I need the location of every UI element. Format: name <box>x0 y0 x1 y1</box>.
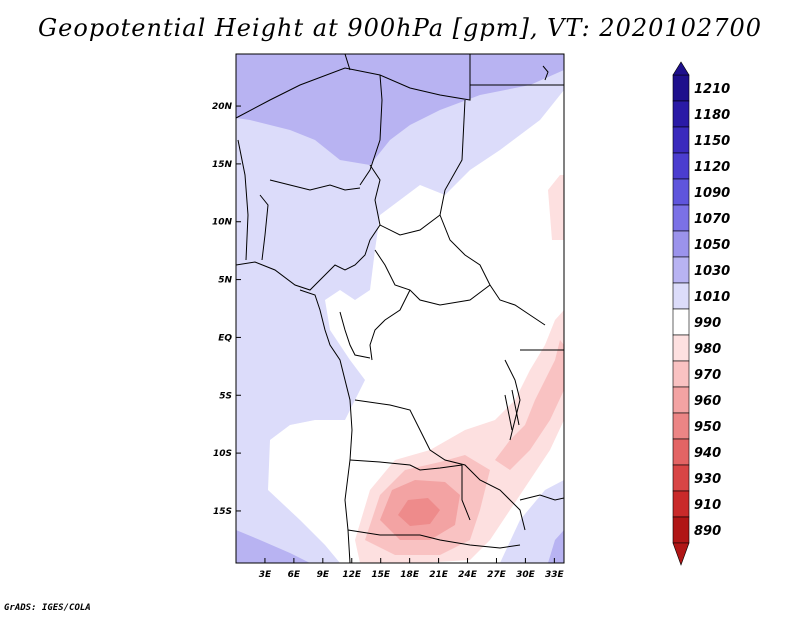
map-frame <box>235 53 565 564</box>
lat-tick-label: 15S <box>213 507 232 517</box>
lon-tick-label: 6E <box>288 570 301 580</box>
colorbar-swatch <box>672 464 690 492</box>
band-1010-1030 <box>236 54 564 563</box>
colorbar-label: 1180 <box>694 108 730 123</box>
colorbar-swatch <box>672 334 690 362</box>
colorbar-swatch <box>672 360 690 388</box>
grads-credit: GrADS: IGES/COLA <box>4 603 91 613</box>
colorbar-label: 990 <box>694 316 721 331</box>
colorbar-label: 940 <box>694 446 721 461</box>
lon-tick-label: 3E <box>259 570 272 580</box>
colorbar-label: 950 <box>694 420 721 435</box>
lat-tick-label: 10N <box>212 218 233 228</box>
colorbar-label: 1090 <box>694 186 730 201</box>
colorbar-swatch <box>672 412 690 440</box>
lon-tick-label: 24E <box>458 570 478 580</box>
lon-tick-label: 33E <box>545 570 565 580</box>
band-1010-1030-se <box>500 480 564 563</box>
lat-tick-label: 10S <box>213 449 232 459</box>
colorbar-swatch <box>672 126 690 154</box>
band-970-980-east <box>495 340 564 470</box>
colorbar-label: 1010 <box>694 290 730 305</box>
colorbar-label: 1210 <box>694 82 730 97</box>
colorbar-swatch <box>672 230 690 258</box>
colorbar: 1210 1180 1150 1120 1090 1070 1050 1030 1010 990 9… <box>672 61 730 566</box>
lon-tick-label: 30E <box>516 570 536 580</box>
lat-tick-label: 5N <box>218 276 232 286</box>
colorbar-swatch <box>672 204 690 232</box>
colorbar-label: 910 <box>694 498 721 513</box>
colorbar-swatch <box>672 178 690 206</box>
band-980-990-ne <box>548 175 564 240</box>
band-1030-1050-se <box>548 530 564 563</box>
lat-tick-label: 20N <box>212 102 233 112</box>
band-1030-1050 <box>236 54 564 165</box>
colorbar-swatch <box>672 152 690 180</box>
lon-tick-label: 27E <box>487 570 507 580</box>
colorbar-label: 1120 <box>694 160 730 175</box>
colorbar-bottom-arrow <box>672 542 690 566</box>
country-boundaries <box>236 54 564 563</box>
colorbar-top-arrow <box>672 61 690 76</box>
colorbar-swatch <box>672 100 690 128</box>
colorbar-label: 970 <box>694 368 721 383</box>
colorbar-swatch <box>672 516 690 544</box>
height-field <box>236 54 564 563</box>
colorbar-label: 1030 <box>694 264 730 279</box>
colorbar-label: 1070 <box>694 212 730 227</box>
colorbar-label: 960 <box>694 394 721 409</box>
lat-tick-label: 5S <box>219 391 232 401</box>
lat-tick-label: EQ <box>218 333 232 343</box>
colorbar-swatch <box>672 438 690 466</box>
colorbar-swatch <box>672 308 690 336</box>
latitude-axis: 20N 15N 10N 5N EQ 5S 10S 15S <box>212 102 241 517</box>
lon-tick-label: 21E <box>429 570 449 580</box>
colorbar-label: 930 <box>694 472 721 487</box>
colorbar-label: 1050 <box>694 238 730 253</box>
map-title: Geopotential Height at 900hPa [gpm], VT:… <box>38 14 762 42</box>
colorbar-label: 890 <box>694 524 721 539</box>
lat-tick-label: 15N <box>212 160 233 170</box>
colorbar-label: 980 <box>694 342 721 357</box>
colorbar-label: 1150 <box>694 134 730 149</box>
colorbar-swatch <box>672 490 690 518</box>
colorbar-swatch <box>672 282 690 310</box>
longitude-axis: 3E 6E 9E 12E 15E 18E 21E 24E 27E 30E 33E <box>259 558 565 580</box>
colorbar-swatch <box>672 74 690 102</box>
band-1030-1050-sw <box>236 530 310 563</box>
colorbar-swatch <box>672 386 690 414</box>
colorbar-swatch <box>672 256 690 284</box>
lon-tick-label: 18E <box>400 570 420 580</box>
lon-tick-label: 15E <box>371 570 391 580</box>
lon-tick-label: 9E <box>317 570 330 580</box>
band-950-960 <box>398 498 440 526</box>
lon-tick-label: 12E <box>342 570 362 580</box>
